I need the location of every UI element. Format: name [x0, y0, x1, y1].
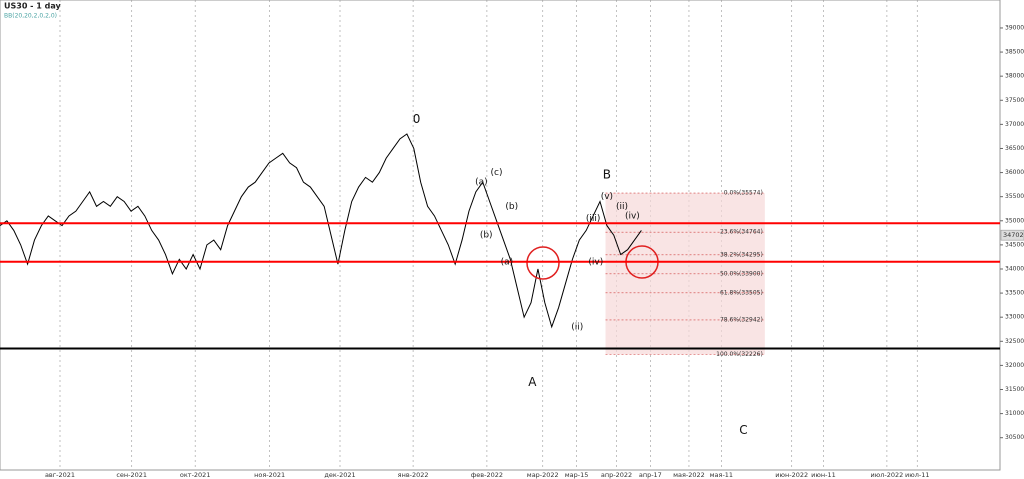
fib-label: 38.2%(34295) [720, 251, 763, 258]
x-tick-label: окт-2021 [180, 471, 211, 479]
price-tag-label: 34702 [1003, 231, 1024, 239]
wave-label: (ii) [616, 202, 628, 212]
x-tick-label: авг-2021 [45, 471, 75, 479]
wave-label: (v) [601, 192, 613, 202]
y-tick-label: 36500 [1005, 145, 1024, 152]
x-tick-label: июн-11 [811, 471, 836, 479]
wave-label: (b) [505, 202, 518, 212]
chart-title: US30 - 1 day [4, 2, 62, 11]
x-tick-label: янв-2022 [398, 471, 429, 479]
y-tick-label: 35500 [1005, 193, 1024, 200]
wave-label: (iii) [586, 214, 601, 224]
x-tick-label: июл-2022 [871, 471, 904, 479]
wave-label: (ii) [571, 322, 583, 332]
wave-label: B [603, 167, 611, 181]
fib-label: 100.0%(32226) [716, 351, 763, 358]
x-tick-label: ноя-2021 [254, 471, 285, 479]
indicator-label: BB(20,20,2,0,2,0) [4, 13, 57, 20]
fib-label: 0.0%(35574) [724, 190, 763, 197]
price-tag [1000, 229, 1024, 241]
wave-label: (b) [480, 231, 493, 241]
x-tick-label: мар-15 [565, 471, 589, 479]
fib-label: 23.6%(34764) [720, 229, 763, 236]
y-tick-label: 32000 [1005, 362, 1024, 369]
y-tick-label: 36000 [1005, 169, 1024, 176]
x-tick-label: июл-11 [905, 471, 929, 479]
wave-label: 0 [413, 112, 421, 126]
y-tick-label: 35000 [1005, 217, 1024, 224]
y-tick-label: 37000 [1005, 121, 1024, 128]
y-tick-label: 30500 [1005, 434, 1024, 441]
wave-label: (iv) [588, 257, 603, 267]
x-tick-label: фев-2022 [471, 471, 503, 479]
y-tick-label: 32500 [1005, 338, 1024, 345]
wave-label: C [739, 423, 747, 437]
y-tick-label: 38500 [1005, 49, 1024, 56]
y-tick-label: 34000 [1005, 265, 1024, 272]
x-tick-label: июн-2022 [775, 471, 808, 479]
wave-label: A [528, 375, 537, 389]
x-tick-label: мая-2022 [673, 471, 705, 479]
y-tick-label: 34500 [1005, 241, 1024, 248]
fib-label: 61.8%(33505) [720, 289, 763, 296]
fib-label: 78.6%(32942) [720, 316, 763, 323]
x-tick-label: апр-17 [639, 471, 662, 479]
wave-label: (a) [475, 178, 488, 188]
wave-label: (a) [501, 257, 514, 267]
y-tick-label: 37500 [1005, 97, 1024, 104]
x-tick-label: сен-2021 [116, 471, 147, 479]
highlight-circle [526, 246, 560, 280]
y-tick-label: 38000 [1005, 73, 1024, 80]
fib-label: 50.0%(33900) [720, 270, 763, 277]
y-tick-label: 31500 [1005, 386, 1024, 393]
y-tick-label: 39000 [1005, 24, 1024, 31]
plot-frame [0, 0, 1001, 471]
y-tick-label: 31000 [1005, 410, 1024, 417]
wave-label: (c) [491, 168, 503, 178]
x-tick-label: дек-2021 [324, 471, 355, 479]
y-tick-label: 33000 [1005, 314, 1024, 321]
y-tick-label: 33500 [1005, 290, 1024, 297]
x-tick-label: апр-2022 [601, 471, 632, 479]
price-line [0, 133, 642, 329]
wave-label: (iv) [625, 211, 640, 221]
x-tick-label: мая-11 [710, 471, 733, 479]
x-tick-label: мар-2022 [527, 471, 559, 479]
